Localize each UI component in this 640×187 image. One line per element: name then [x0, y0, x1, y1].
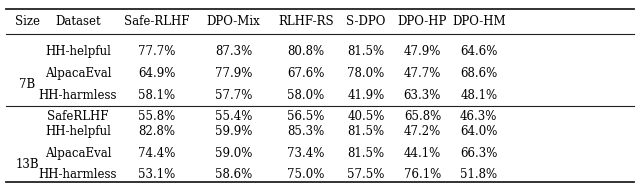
Text: 51.8%: 51.8%	[460, 168, 497, 181]
Text: 87.3%: 87.3%	[215, 45, 252, 58]
Text: 80.8%: 80.8%	[287, 45, 324, 58]
Text: 73.4%: 73.4%	[287, 147, 324, 160]
Text: HH-harmless: HH-harmless	[39, 168, 117, 181]
Text: 40.5%: 40.5%	[348, 110, 385, 123]
Text: 58.6%: 58.6%	[215, 168, 252, 181]
Text: 63.3%: 63.3%	[404, 89, 441, 102]
Text: 55.4%: 55.4%	[215, 110, 252, 123]
Text: 64.9%: 64.9%	[138, 67, 175, 80]
Text: 48.1%: 48.1%	[460, 89, 497, 102]
Text: 56.5%: 56.5%	[287, 110, 324, 123]
Text: 75.0%: 75.0%	[287, 168, 324, 181]
Text: 66.3%: 66.3%	[460, 147, 497, 160]
Text: DPO-HM: DPO-HM	[452, 15, 506, 28]
Text: 58.1%: 58.1%	[138, 89, 175, 102]
Text: DPO-Mix: DPO-Mix	[207, 15, 260, 28]
Text: 81.5%: 81.5%	[348, 125, 385, 138]
Text: 67.6%: 67.6%	[287, 67, 324, 80]
Text: Size: Size	[15, 15, 40, 28]
Text: 7B: 7B	[19, 78, 36, 91]
Text: 47.2%: 47.2%	[404, 125, 441, 138]
Text: 64.0%: 64.0%	[460, 125, 497, 138]
Text: 68.6%: 68.6%	[460, 67, 497, 80]
Text: 77.7%: 77.7%	[138, 45, 175, 58]
Text: HH-harmless: HH-harmless	[39, 89, 117, 102]
Text: 55.8%: 55.8%	[138, 110, 175, 123]
Text: RLHF-RS: RLHF-RS	[278, 15, 333, 28]
Text: 81.5%: 81.5%	[348, 45, 385, 58]
Text: 65.8%: 65.8%	[404, 110, 441, 123]
Text: 59.0%: 59.0%	[215, 147, 252, 160]
Text: DPO-HP: DPO-HP	[397, 15, 447, 28]
Text: 41.9%: 41.9%	[348, 89, 385, 102]
Text: AlpacaEval: AlpacaEval	[45, 67, 111, 80]
Text: 47.7%: 47.7%	[404, 67, 441, 80]
Text: 13B: 13B	[16, 158, 39, 171]
Text: Safe-RLHF: Safe-RLHF	[124, 15, 189, 28]
Text: 57.7%: 57.7%	[215, 89, 252, 102]
Text: 59.9%: 59.9%	[215, 125, 252, 138]
Text: 47.9%: 47.9%	[404, 45, 441, 58]
Text: SafeRLHF: SafeRLHF	[47, 110, 109, 123]
Text: 58.0%: 58.0%	[287, 89, 324, 102]
Text: 46.3%: 46.3%	[460, 110, 497, 123]
Text: 74.4%: 74.4%	[138, 147, 175, 160]
Text: 76.1%: 76.1%	[404, 168, 441, 181]
Text: HH-helpful: HH-helpful	[45, 45, 111, 58]
Text: 77.9%: 77.9%	[215, 67, 252, 80]
Text: Dataset: Dataset	[55, 15, 101, 28]
Text: 85.3%: 85.3%	[287, 125, 324, 138]
Text: S-DPO: S-DPO	[346, 15, 386, 28]
Text: 82.8%: 82.8%	[138, 125, 175, 138]
Text: 44.1%: 44.1%	[404, 147, 441, 160]
Text: 57.5%: 57.5%	[348, 168, 385, 181]
Text: 78.0%: 78.0%	[348, 67, 385, 80]
Text: AlpacaEval: AlpacaEval	[45, 147, 111, 160]
Text: HH-helpful: HH-helpful	[45, 125, 111, 138]
Text: 81.5%: 81.5%	[348, 147, 385, 160]
Text: 64.6%: 64.6%	[460, 45, 497, 58]
Text: 53.1%: 53.1%	[138, 168, 175, 181]
